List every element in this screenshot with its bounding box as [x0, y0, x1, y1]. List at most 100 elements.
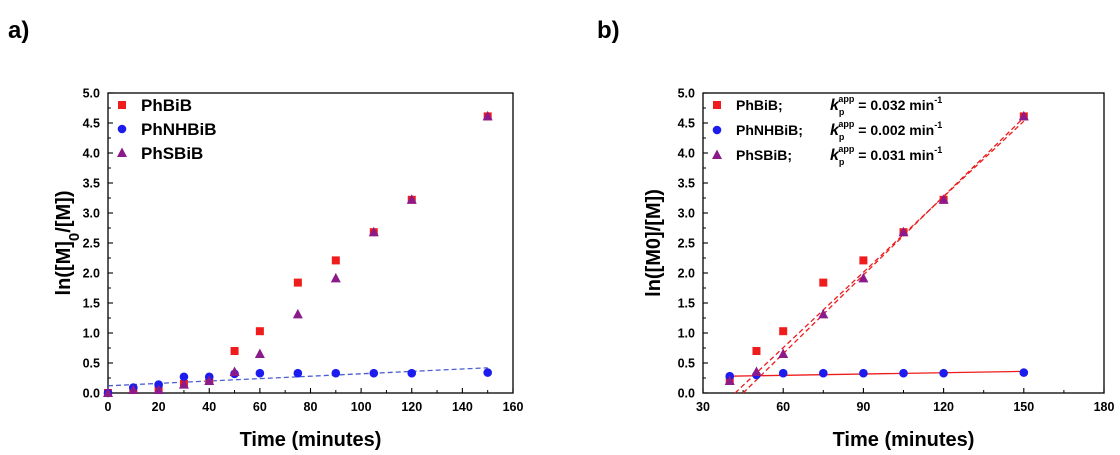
rate-value: = 0.031 min: [854, 147, 934, 163]
data-point-phsbib: [153, 384, 164, 394]
plot-frame: [702, 92, 1105, 394]
fit-line: [107, 367, 488, 387]
data-point-phsbib: [229, 366, 240, 376]
data-point-phnhbib: [369, 368, 379, 378]
legend-label-phsbib: PhSBiB;: [736, 147, 792, 163]
legend-rate-phnhbib: kp app = 0.002 min-1: [830, 119, 942, 142]
data-point-phnhbib: [407, 368, 417, 378]
rate-unit-superscript: -1: [934, 145, 942, 155]
legend-marker-phnhbib: [712, 125, 722, 135]
x-axis-title: Time (minutes): [240, 429, 382, 451]
y-tick-label: 4.5: [83, 117, 100, 131]
data-point-phbib: [859, 256, 868, 265]
data-point-phsbib: [254, 348, 265, 358]
legend-marker-phnhbib: [117, 124, 127, 134]
data-point-phsbib: [482, 110, 493, 121]
data-point-phnhbib: [331, 368, 341, 378]
rate-unit-superscript: -1: [934, 95, 942, 105]
y-tick-label: 3.0: [83, 207, 100, 221]
rate-symbol: k: [830, 97, 840, 114]
y-tick-label: 4.5: [678, 117, 695, 131]
data-point-phsbib: [292, 308, 303, 319]
x-tick-label: 90: [856, 400, 870, 414]
rate-value: = 0.002 min: [854, 122, 934, 138]
y-tick-label: 3.5: [83, 177, 100, 191]
panel-label-a: a): [8, 17, 29, 44]
x-tick-label: 160: [503, 400, 524, 414]
y-tick-label: 2.5: [678, 237, 695, 251]
data-point-phsbib: [330, 272, 341, 283]
x-tick-label: 80: [304, 400, 318, 414]
y-tick-label: 4.0: [678, 147, 695, 161]
chart-b: 0.0 0.5 1.0 1.5 2.0 2.5 3.0 3.5 4.0 4.5 5.0 30 60 90 1…: [643, 87, 1114, 452]
y-tick-label: 5.0: [83, 87, 100, 101]
fit-line: [729, 370, 1024, 377]
y-axis-title: ln([M0]/[M]): [643, 189, 665, 297]
data-point-phsbib: [406, 194, 417, 204]
rate-superscript: app: [838, 119, 855, 129]
legend-label-phbib: PhBiB;: [736, 97, 783, 113]
y-tick-label: 1.5: [83, 297, 100, 311]
data-point-phnhbib: [939, 368, 948, 378]
x-tick-label: 150: [1013, 400, 1034, 414]
data-point-phsbib: [178, 379, 189, 389]
legend-label-phbib: PhBiB: [141, 96, 192, 115]
data-point-phnhbib: [179, 372, 189, 382]
data-point-phnhbib: [293, 368, 303, 378]
legend-label-phsbib: PhSBiB: [141, 144, 203, 163]
rate-subscript: p: [839, 157, 845, 167]
data-point-phnhbib: [899, 368, 908, 378]
data-point-phnhbib: [859, 368, 868, 378]
x-tick-label: 20: [152, 400, 166, 414]
data-point-phbib: [819, 278, 828, 287]
y-tick-label: 1.5: [678, 297, 695, 311]
data-point-phnhbib: [1019, 368, 1029, 377]
y-tick-label: 1.0: [678, 327, 695, 341]
rate-subscript: p: [839, 132, 845, 142]
data-point-phbib: [255, 327, 264, 336]
rate-value: = 0.032 min: [854, 97, 934, 113]
y-axis-title-pre: ln([M]: [53, 241, 75, 295]
y-tick-label: 2.0: [83, 267, 100, 281]
data-point-phsbib: [751, 366, 762, 376]
data-point-phbib: [331, 256, 340, 265]
y-tick-label: 0.0: [83, 387, 100, 401]
data-point-phsbib: [368, 226, 379, 237]
data-point-phbib: [752, 347, 761, 355]
rate-superscript: app: [838, 94, 855, 104]
data-point-phnhbib: [255, 368, 265, 378]
data-point-phsbib: [724, 375, 735, 385]
y-axis-title-post: /[M]): [53, 191, 75, 233]
fit-line: [734, 120, 1025, 394]
data-point-phsbib: [818, 308, 829, 319]
rate-symbol: k: [830, 147, 840, 164]
legend-label-phnhbib: PhNHBiB: [141, 120, 217, 139]
rate-superscript: app: [838, 144, 855, 154]
y-tick-label: 3.0: [678, 207, 695, 221]
chart-a: 0.0 0.5 1.0 1.5 2.0 2.5 3.0 3.5 4.0 4.5 5.0 0 20 40 60…: [53, 87, 523, 452]
y-tick-label: 0.0: [678, 387, 695, 401]
x-axis-title: Time (minutes): [833, 429, 975, 451]
x-tick-label: 180: [1094, 400, 1115, 414]
x-tick-label: 60: [776, 400, 790, 414]
panel-label-b: b): [597, 17, 620, 44]
x-tick-label: 120: [401, 400, 422, 414]
legend-marker-phbib: [118, 101, 126, 109]
data-point-phnhbib: [483, 368, 492, 377]
y-tick-label: 2.0: [678, 267, 695, 281]
x-tick-label: 120: [933, 400, 954, 414]
legend-label-phnhbib: PhNHBiB;: [736, 122, 803, 138]
legend-rate-phbib: kp app = 0.032 min-1: [830, 94, 942, 117]
y-tick-label: 0.5: [83, 357, 100, 371]
data-point-phsbib: [898, 226, 909, 237]
data-point-phsbib: [778, 348, 789, 358]
rate-subscript: p: [839, 107, 845, 117]
y-tick-label: 0.5: [678, 357, 695, 371]
legend-marker-phsbib: [712, 149, 722, 159]
data-point-phsbib: [858, 272, 869, 283]
legend-rate-phsbib: kp app = 0.031 min-1: [830, 144, 942, 167]
x-tick-label: 100: [351, 400, 372, 414]
y-tick-label: 5.0: [678, 87, 695, 101]
x-tick-label: 0: [105, 400, 112, 414]
y-axis-title: ln([M]0/[M]): [53, 191, 83, 296]
